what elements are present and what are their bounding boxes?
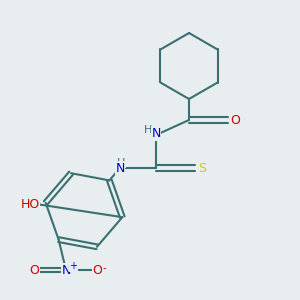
Text: -: -	[103, 262, 106, 273]
Text: O: O	[231, 113, 240, 127]
Text: S: S	[199, 161, 206, 175]
Text: O: O	[93, 263, 102, 277]
Text: N: N	[151, 127, 161, 140]
Text: N: N	[61, 263, 71, 277]
Text: +: +	[70, 261, 77, 272]
Text: O: O	[30, 263, 39, 277]
Text: H: H	[117, 158, 126, 168]
Text: HO: HO	[20, 197, 40, 211]
Text: N: N	[115, 161, 125, 175]
Text: H: H	[144, 124, 153, 135]
